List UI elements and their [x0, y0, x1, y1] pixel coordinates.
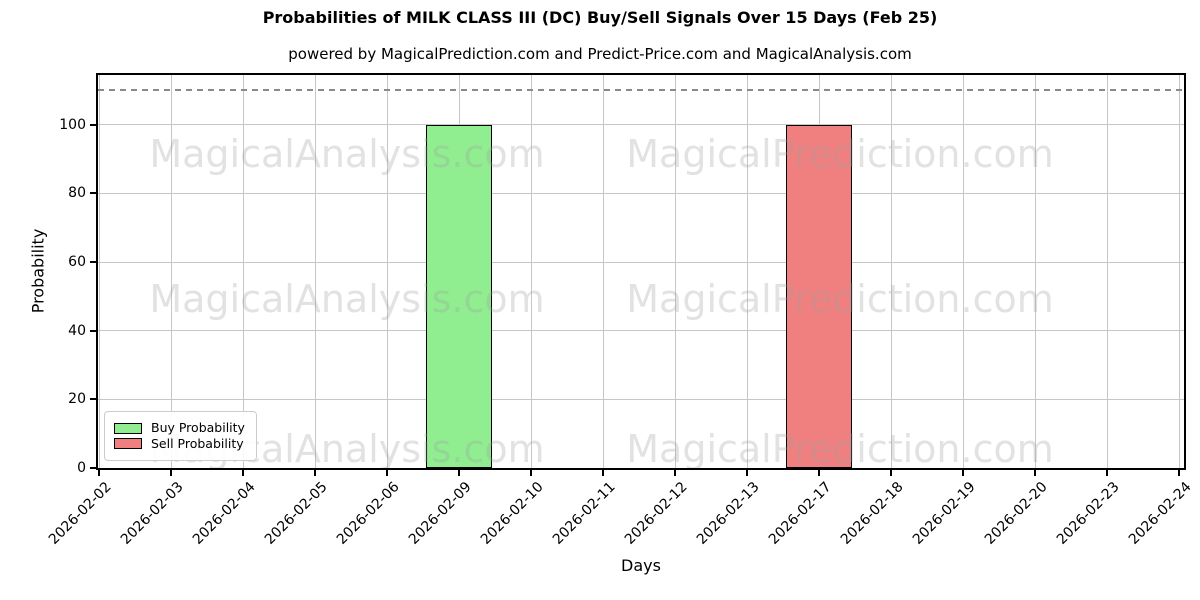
y-tick-label: 100: [59, 116, 86, 133]
y-tick-mark: [90, 467, 96, 469]
v-gridline: [746, 75, 748, 468]
watermark-text: MagicalPrediction.com: [626, 427, 1054, 468]
x-tick-mark: [314, 470, 316, 476]
y-tick-mark: [90, 123, 96, 126]
x-tick-mark: [458, 470, 460, 476]
chart-title: Probabilities of MILK CLASS III (DC) Buy…: [262, 8, 938, 27]
legend-item-sell: Sell Probability: [114, 435, 245, 451]
y-tick-mark: [90, 192, 96, 195]
legend-label-buy: Buy Probability: [151, 420, 245, 435]
x-tick-label: 2026-02-05: [261, 479, 331, 548]
v-gridline: [890, 75, 892, 468]
x-tick-label: 2026-02-13: [693, 479, 763, 548]
y-axis-label: Probability: [28, 228, 48, 314]
sell-bar: [786, 124, 852, 468]
x-tick-mark: [98, 470, 100, 476]
v-gridline: [170, 75, 172, 468]
h-gridline: [98, 192, 1184, 194]
annotation-layer: [98, 75, 1184, 468]
v-gridline: [530, 75, 532, 468]
x-tick-label: 2026-02-10: [477, 479, 547, 548]
v-gridline: [962, 75, 964, 468]
x-tick-label: 2026-02-17: [765, 479, 835, 548]
chart-subtitle: powered by MagicalPrediction.com and Pre…: [288, 45, 912, 63]
v-gridline: [314, 75, 316, 468]
x-tick-mark: [170, 470, 172, 476]
x-tick-label: 2026-02-06: [333, 479, 403, 548]
x-tick-label: 2026-02-19: [909, 479, 979, 548]
v-gridline: [242, 75, 244, 468]
x-tick-mark: [818, 470, 820, 476]
x-tick-mark: [386, 470, 388, 476]
h-gridline: [98, 124, 1184, 126]
x-tick-label: 2026-02-20: [981, 479, 1051, 548]
legend: Buy Probability Sell Probability: [104, 411, 257, 461]
y-tick-label: 40: [68, 322, 86, 339]
h-gridline: [98, 398, 1184, 400]
v-gridline: [1106, 75, 1108, 468]
threshold-dashed-line: [98, 89, 1184, 92]
x-tick-label: 2026-02-04: [189, 479, 259, 548]
legend-swatch-buy: [114, 422, 142, 434]
x-tick-mark: [890, 470, 892, 476]
x-tick-mark: [962, 470, 964, 476]
legend-swatch-sell: [114, 438, 142, 450]
y-tick-label: 60: [68, 254, 86, 271]
watermark-text: MagicalAnalysis.com: [149, 132, 545, 176]
v-gridline: [98, 75, 100, 468]
y-tick-mark: [90, 398, 96, 401]
watermark-text: MagicalPrediction.com: [626, 277, 1054, 321]
v-gridline: [386, 75, 388, 468]
v-gridline: [674, 75, 676, 468]
x-tick-label: 2026-02-18: [837, 479, 907, 548]
bars-layer: [98, 75, 1184, 468]
x-tick-mark: [1106, 470, 1108, 476]
v-gridline: [1178, 75, 1180, 468]
x-tick-label: 2026-02-09: [405, 479, 475, 548]
x-tick-mark: [1034, 470, 1036, 476]
v-gridline: [602, 75, 604, 468]
x-tick-label: 2026-02-03: [117, 479, 187, 548]
h-gridline: [98, 330, 1184, 332]
v-gridline: [1034, 75, 1036, 468]
watermark-text: MagicalAnalysis.com: [149, 277, 545, 321]
x-axis-label: Days: [621, 556, 661, 575]
x-tick-mark: [242, 470, 244, 476]
y-tick-label: 80: [68, 185, 86, 202]
plot-area: MagicalAnalysis.com MagicalPrediction.com…: [96, 73, 1186, 470]
x-tick-label: 2026-02-12: [621, 479, 691, 548]
x-tick-mark: [530, 470, 532, 476]
x-tick-label: 2026-02-02: [45, 479, 115, 548]
watermark-layer: MagicalAnalysis.com MagicalPrediction.com…: [98, 75, 1184, 468]
legend-label-sell: Sell Probability: [151, 435, 244, 451]
y-tick-label: 20: [68, 391, 86, 408]
x-tick-label: 2026-02-23: [1053, 479, 1123, 548]
y-tick-mark: [90, 261, 96, 264]
y-tick-mark: [90, 329, 96, 332]
x-tick-mark: [602, 470, 604, 476]
buy-bar: [426, 124, 492, 468]
y-tick-label: 0: [77, 460, 86, 476]
x-tick-mark: [674, 470, 676, 476]
h-gridline: [98, 261, 1184, 263]
legend-item-buy: Buy Probability: [114, 420, 245, 435]
watermark-text: MagicalPrediction.com: [626, 132, 1054, 176]
x-tick-label: 2026-02-11: [549, 479, 619, 548]
x-tick-mark: [746, 470, 748, 476]
x-tick-mark: [1178, 470, 1180, 476]
x-tick-label: 2026-02-24: [1125, 479, 1195, 548]
